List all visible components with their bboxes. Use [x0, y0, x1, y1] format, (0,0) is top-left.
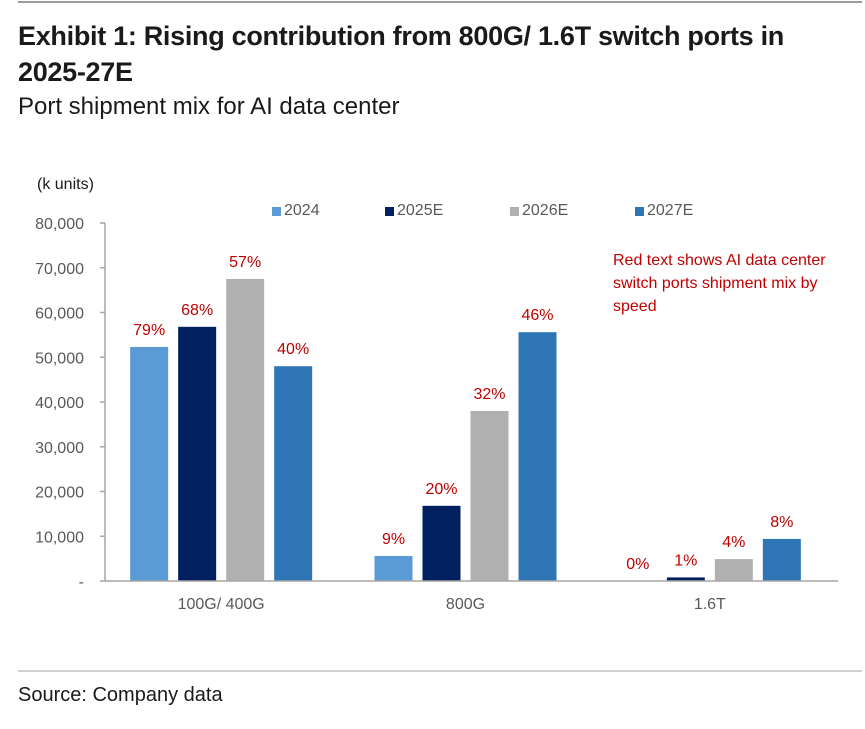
- bar-2026e-1: [226, 278, 265, 581]
- bar-2027e-2: [518, 332, 557, 581]
- legend-swatch-2024: [272, 206, 281, 216]
- legend-swatch-2026e: [510, 206, 519, 216]
- legend-label-2027e: 2027E: [647, 202, 694, 219]
- data-label: 32%: [473, 386, 505, 403]
- y-tick-label: 60,000: [35, 306, 84, 323]
- data-label: 68%: [181, 302, 213, 319]
- data-label: 9%: [382, 531, 405, 548]
- x-category-label: 1.6T: [694, 596, 726, 613]
- x-category-label: 800G: [446, 596, 485, 613]
- exhibit-subtitle: Port shipment mix for AI data center: [18, 93, 400, 120]
- y-tick-label: -: [79, 574, 84, 591]
- data-label: 57%: [229, 254, 261, 271]
- bar-2025e-2: [422, 505, 461, 581]
- legend-swatch-2025e: [385, 206, 394, 216]
- x-category-label: 100G/ 400G: [178, 596, 265, 613]
- data-label: 0%: [626, 556, 649, 573]
- bar-2025e-1: [178, 326, 217, 581]
- bar-2026e-3: [714, 559, 753, 581]
- y-tick-label: 30,000: [35, 440, 84, 457]
- legend-item-2024: 2024: [272, 202, 320, 220]
- data-label: 4%: [722, 534, 745, 551]
- chart-annotation: Red text shows AI data center switch por…: [613, 252, 826, 315]
- y-tick-label: 40,000: [35, 395, 84, 412]
- data-label: 40%: [277, 341, 309, 358]
- data-label: 20%: [425, 481, 457, 498]
- legend-label-2025e: 2025E: [397, 202, 444, 219]
- bottom-rule: [18, 670, 862, 672]
- data-label: 79%: [133, 322, 165, 339]
- legend-label-2026e: 2026E: [522, 202, 569, 219]
- bar-2025e-3: [666, 577, 705, 581]
- y-tick-label: 20,000: [35, 485, 84, 502]
- source-note: Source: Company data: [18, 684, 223, 706]
- bar-2026e-2: [470, 410, 509, 581]
- data-label: 8%: [770, 514, 793, 531]
- y-tick-label: 50,000: [35, 350, 84, 367]
- bar-2024-1: [130, 346, 169, 581]
- legend-item-2027e: 2027E: [635, 202, 693, 220]
- legend-label-2024: 2024: [284, 202, 320, 219]
- y-tick-label: 70,000: [35, 261, 84, 278]
- legend-swatch-2027e: [635, 206, 644, 216]
- bar-2024-2: [374, 555, 413, 581]
- top-rule: [18, 1, 862, 3]
- bar-2027e-3: [762, 538, 801, 581]
- data-label: 46%: [521, 307, 553, 324]
- legend-item-2026e: 2026E: [510, 202, 568, 220]
- exhibit-title: Exhibit 1: Rising contribution from 800G…: [18, 21, 784, 87]
- y-tick-label: 80,000: [35, 216, 84, 233]
- y-axis-unit-label: (k units): [37, 176, 94, 193]
- legend-item-2025e: 2025E: [385, 202, 443, 220]
- bar-2027e-1: [274, 366, 313, 581]
- data-label: 1%: [674, 552, 697, 569]
- y-tick-label: 10,000: [35, 529, 84, 546]
